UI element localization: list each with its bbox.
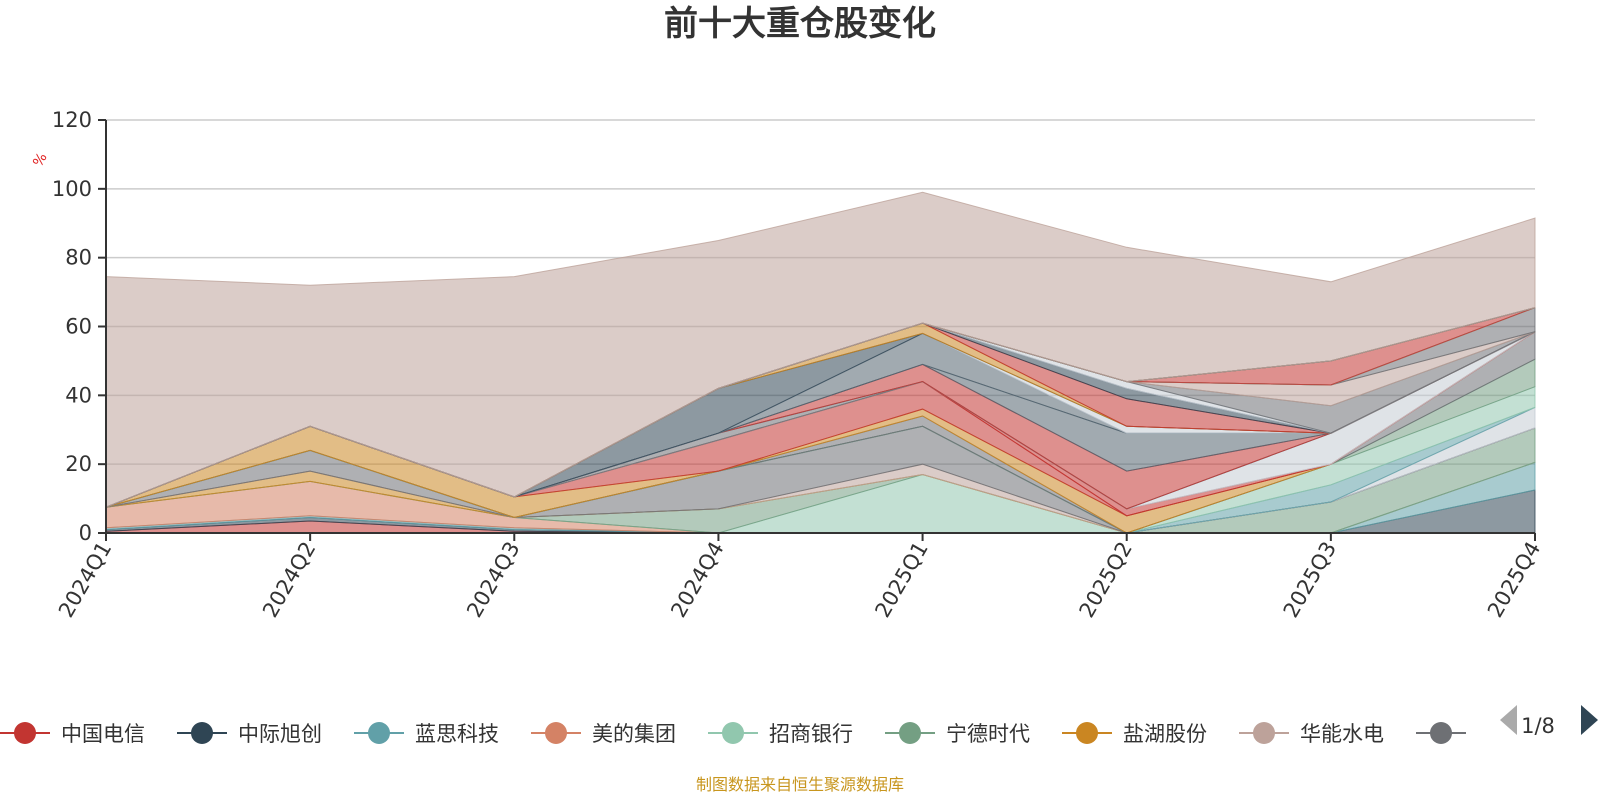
y-axis-ticks: 0 20 40 60 80 100 120: [52, 108, 106, 545]
y-axis-unit-label: %: [30, 150, 51, 170]
y-tick-label-100: 100: [52, 177, 92, 201]
legend-label: 盐湖股份: [1123, 722, 1207, 746]
legend-item-2[interactable]: 蓝思科技: [354, 722, 499, 746]
x-axis-ticks: 2024Q1 2024Q2 2024Q3 2024Q4 2025Q1 2025Q2 2025…: [54, 533, 1545, 622]
x-tick-label-2025Q4: 2025Q4: [1483, 538, 1545, 622]
legend-pager: 1/8: [1500, 705, 1598, 738]
legend-page-indicator: 1/8: [1521, 714, 1555, 738]
legend-next-page-icon[interactable]: [1581, 705, 1598, 735]
area-series-43: [105, 191, 1536, 508]
x-tick-label-2025Q3: 2025Q3: [1279, 538, 1341, 622]
legend-label: 中国电信: [61, 722, 145, 746]
x-tick-label-2024Q2: 2024Q2: [258, 538, 320, 622]
x-tick-label-2024Q1: 2024Q1: [54, 538, 116, 622]
legend-item-4[interactable]: 招商银行: [708, 722, 853, 746]
legend-item-3[interactable]: 美的集团: [531, 722, 676, 746]
legend-label: 美的集团: [592, 722, 676, 746]
legend-marker-icon: [545, 722, 567, 744]
legend-marker-icon: [368, 722, 390, 744]
data-source-note: 制图数据来自恒生聚源数据库: [696, 775, 904, 794]
x-tick-label-2025Q2: 2025Q2: [1075, 538, 1137, 622]
legend-marker-icon: [1076, 722, 1098, 744]
y-tick-label-80: 80: [65, 246, 92, 270]
y-tick-label-20: 20: [65, 452, 92, 476]
area-series-group: [105, 191, 1536, 534]
legend-item-6[interactable]: 盐湖股份: [1062, 722, 1207, 746]
legend: 中国电信 中际旭创 蓝思科技 美的集团 招商银行 宁德时代 盐湖股份 华能水电: [0, 722, 1466, 746]
legend-marker-icon: [899, 722, 921, 744]
legend-marker-icon: [1253, 722, 1275, 744]
legend-item-1[interactable]: 中际旭创: [177, 722, 322, 746]
legend-item-0[interactable]: 中国电信: [0, 722, 145, 746]
legend-marker-icon: [14, 722, 36, 744]
legend-marker-icon: [1430, 722, 1452, 744]
legend-marker-icon: [191, 722, 213, 744]
y-tick-label-40: 40: [65, 383, 92, 407]
legend-marker-icon: [722, 722, 744, 744]
legend-label: 蓝思科技: [415, 722, 499, 746]
legend-label: 宁德时代: [946, 722, 1030, 746]
chart-title: 前十大重仓股变化: [664, 4, 936, 44]
x-tick-label-2024Q4: 2024Q4: [666, 538, 728, 622]
legend-label: 华能水电: [1300, 722, 1384, 746]
y-tick-label-0: 0: [79, 521, 92, 545]
legend-item-7[interactable]: 华能水电: [1239, 722, 1384, 746]
x-tick-label-2025Q1: 2025Q1: [870, 538, 932, 622]
legend-prev-page-icon[interactable]: [1500, 705, 1517, 735]
legend-label: 中际旭创: [238, 722, 322, 746]
legend-item-5[interactable]: 宁德时代: [885, 722, 1030, 746]
x-tick-label-2024Q3: 2024Q3: [462, 538, 524, 622]
y-tick-label-120: 120: [52, 108, 92, 132]
y-tick-label-60: 60: [65, 315, 92, 339]
legend-item-8[interactable]: [1416, 722, 1466, 744]
legend-label: 招商银行: [769, 722, 853, 746]
